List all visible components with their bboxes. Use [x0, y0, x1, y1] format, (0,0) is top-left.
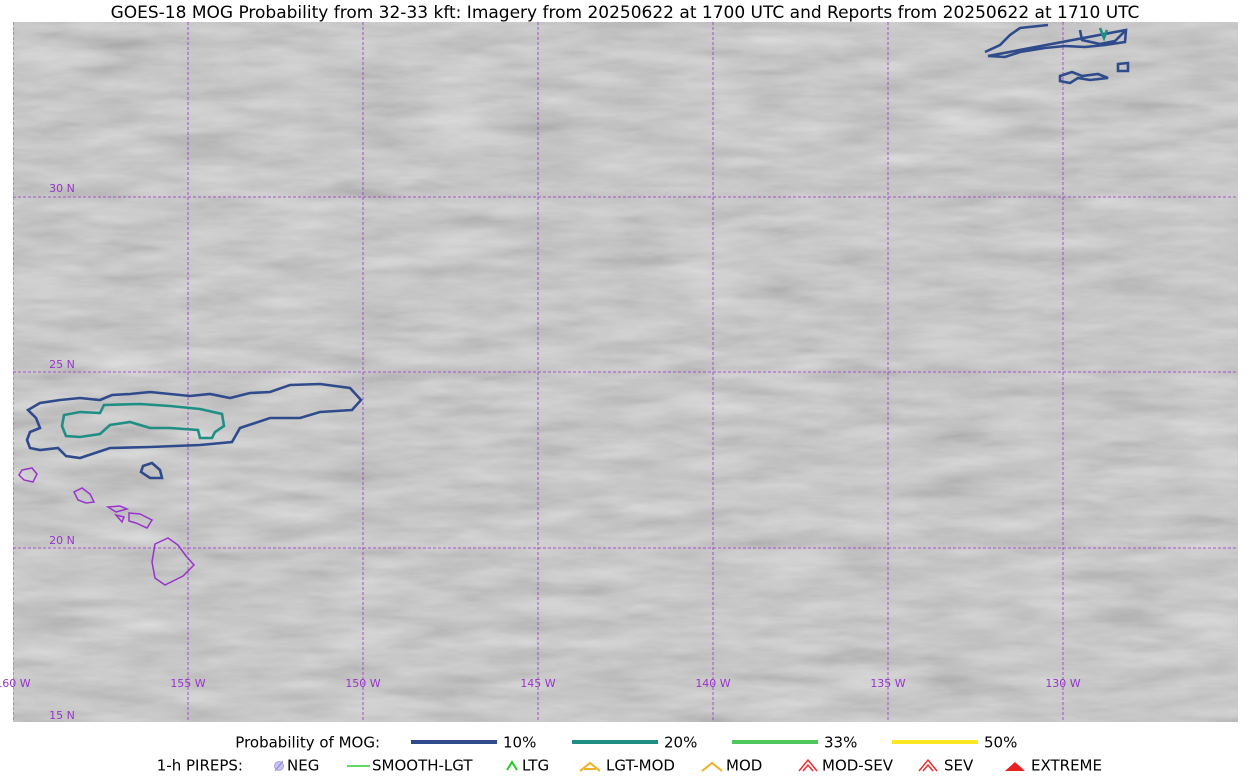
legend-label: MOD-SEV	[822, 757, 894, 775]
pirep-symbol	[701, 761, 723, 772]
island	[72, 487, 96, 504]
latitude-label: 20 N	[49, 534, 75, 547]
longitude-label: 140 W	[695, 677, 730, 690]
latitude-labels: 30 N 25 N 20 N 15 N	[49, 182, 75, 722]
legend-label: 33%	[824, 734, 857, 752]
longitude-label: 130 W	[1045, 677, 1080, 690]
longitude-label: 150 W	[345, 677, 380, 690]
latitude-label: 25 N	[49, 358, 75, 371]
island	[18, 467, 38, 483]
pirep-symbol	[1005, 762, 1025, 771]
contour-20	[60, 402, 226, 440]
contour-10	[1058, 61, 1130, 85]
pirep-symbol	[274, 760, 284, 772]
latitude-label: 30 N	[49, 182, 75, 195]
graticule	[13, 22, 1238, 722]
legend-title: 1-h PIREPS:	[157, 757, 243, 775]
longitude-labels: 160 W 155 W 150 W 145 W 140 W 135 W 130 W	[0, 677, 1081, 690]
longitude-label: 145 W	[520, 677, 555, 690]
island	[105, 505, 154, 529]
legend-label: 10%	[503, 734, 536, 752]
contour-20	[1098, 27, 1109, 42]
contour-10	[139, 461, 164, 480]
legend-label: EXTREME	[1031, 757, 1102, 775]
longitude-label: 155 W	[170, 677, 205, 690]
pirep-legend: NEG SMOOTH-LGT LTG LGT-MOD MOD MOD-SEV SEV EXTR…	[274, 757, 1102, 775]
legend-label: MOD	[726, 757, 762, 775]
legend-label: LGT-MOD	[606, 757, 675, 775]
latitude-label: 15 N	[49, 709, 75, 722]
legend-title: Probability of MOG:	[235, 734, 380, 752]
pirep-symbol	[798, 758, 818, 772]
mog-legend: 10% 20% 33% 50%	[411, 734, 1017, 752]
legend-label: SEV	[944, 757, 974, 775]
legend-label: SMOOTH-LGT	[372, 757, 473, 775]
island	[151, 537, 196, 586]
legend-label: 50%	[984, 734, 1017, 752]
longitude-label: 135 W	[870, 677, 905, 690]
pirep-symbol	[918, 758, 938, 772]
longitude-label: 160 W	[0, 677, 31, 690]
contour-10	[25, 382, 363, 460]
legend-label: NEG	[287, 757, 319, 775]
legend-label: LTG	[522, 757, 549, 775]
pirep-symbol	[506, 760, 518, 771]
contour-10	[984, 23, 1128, 59]
map	[13, 22, 1238, 722]
pirep-symbol	[579, 761, 601, 772]
legend-label: 20%	[664, 734, 697, 752]
title: GOES-18 MOG Probability from 32-33 kft: …	[111, 3, 1140, 23]
